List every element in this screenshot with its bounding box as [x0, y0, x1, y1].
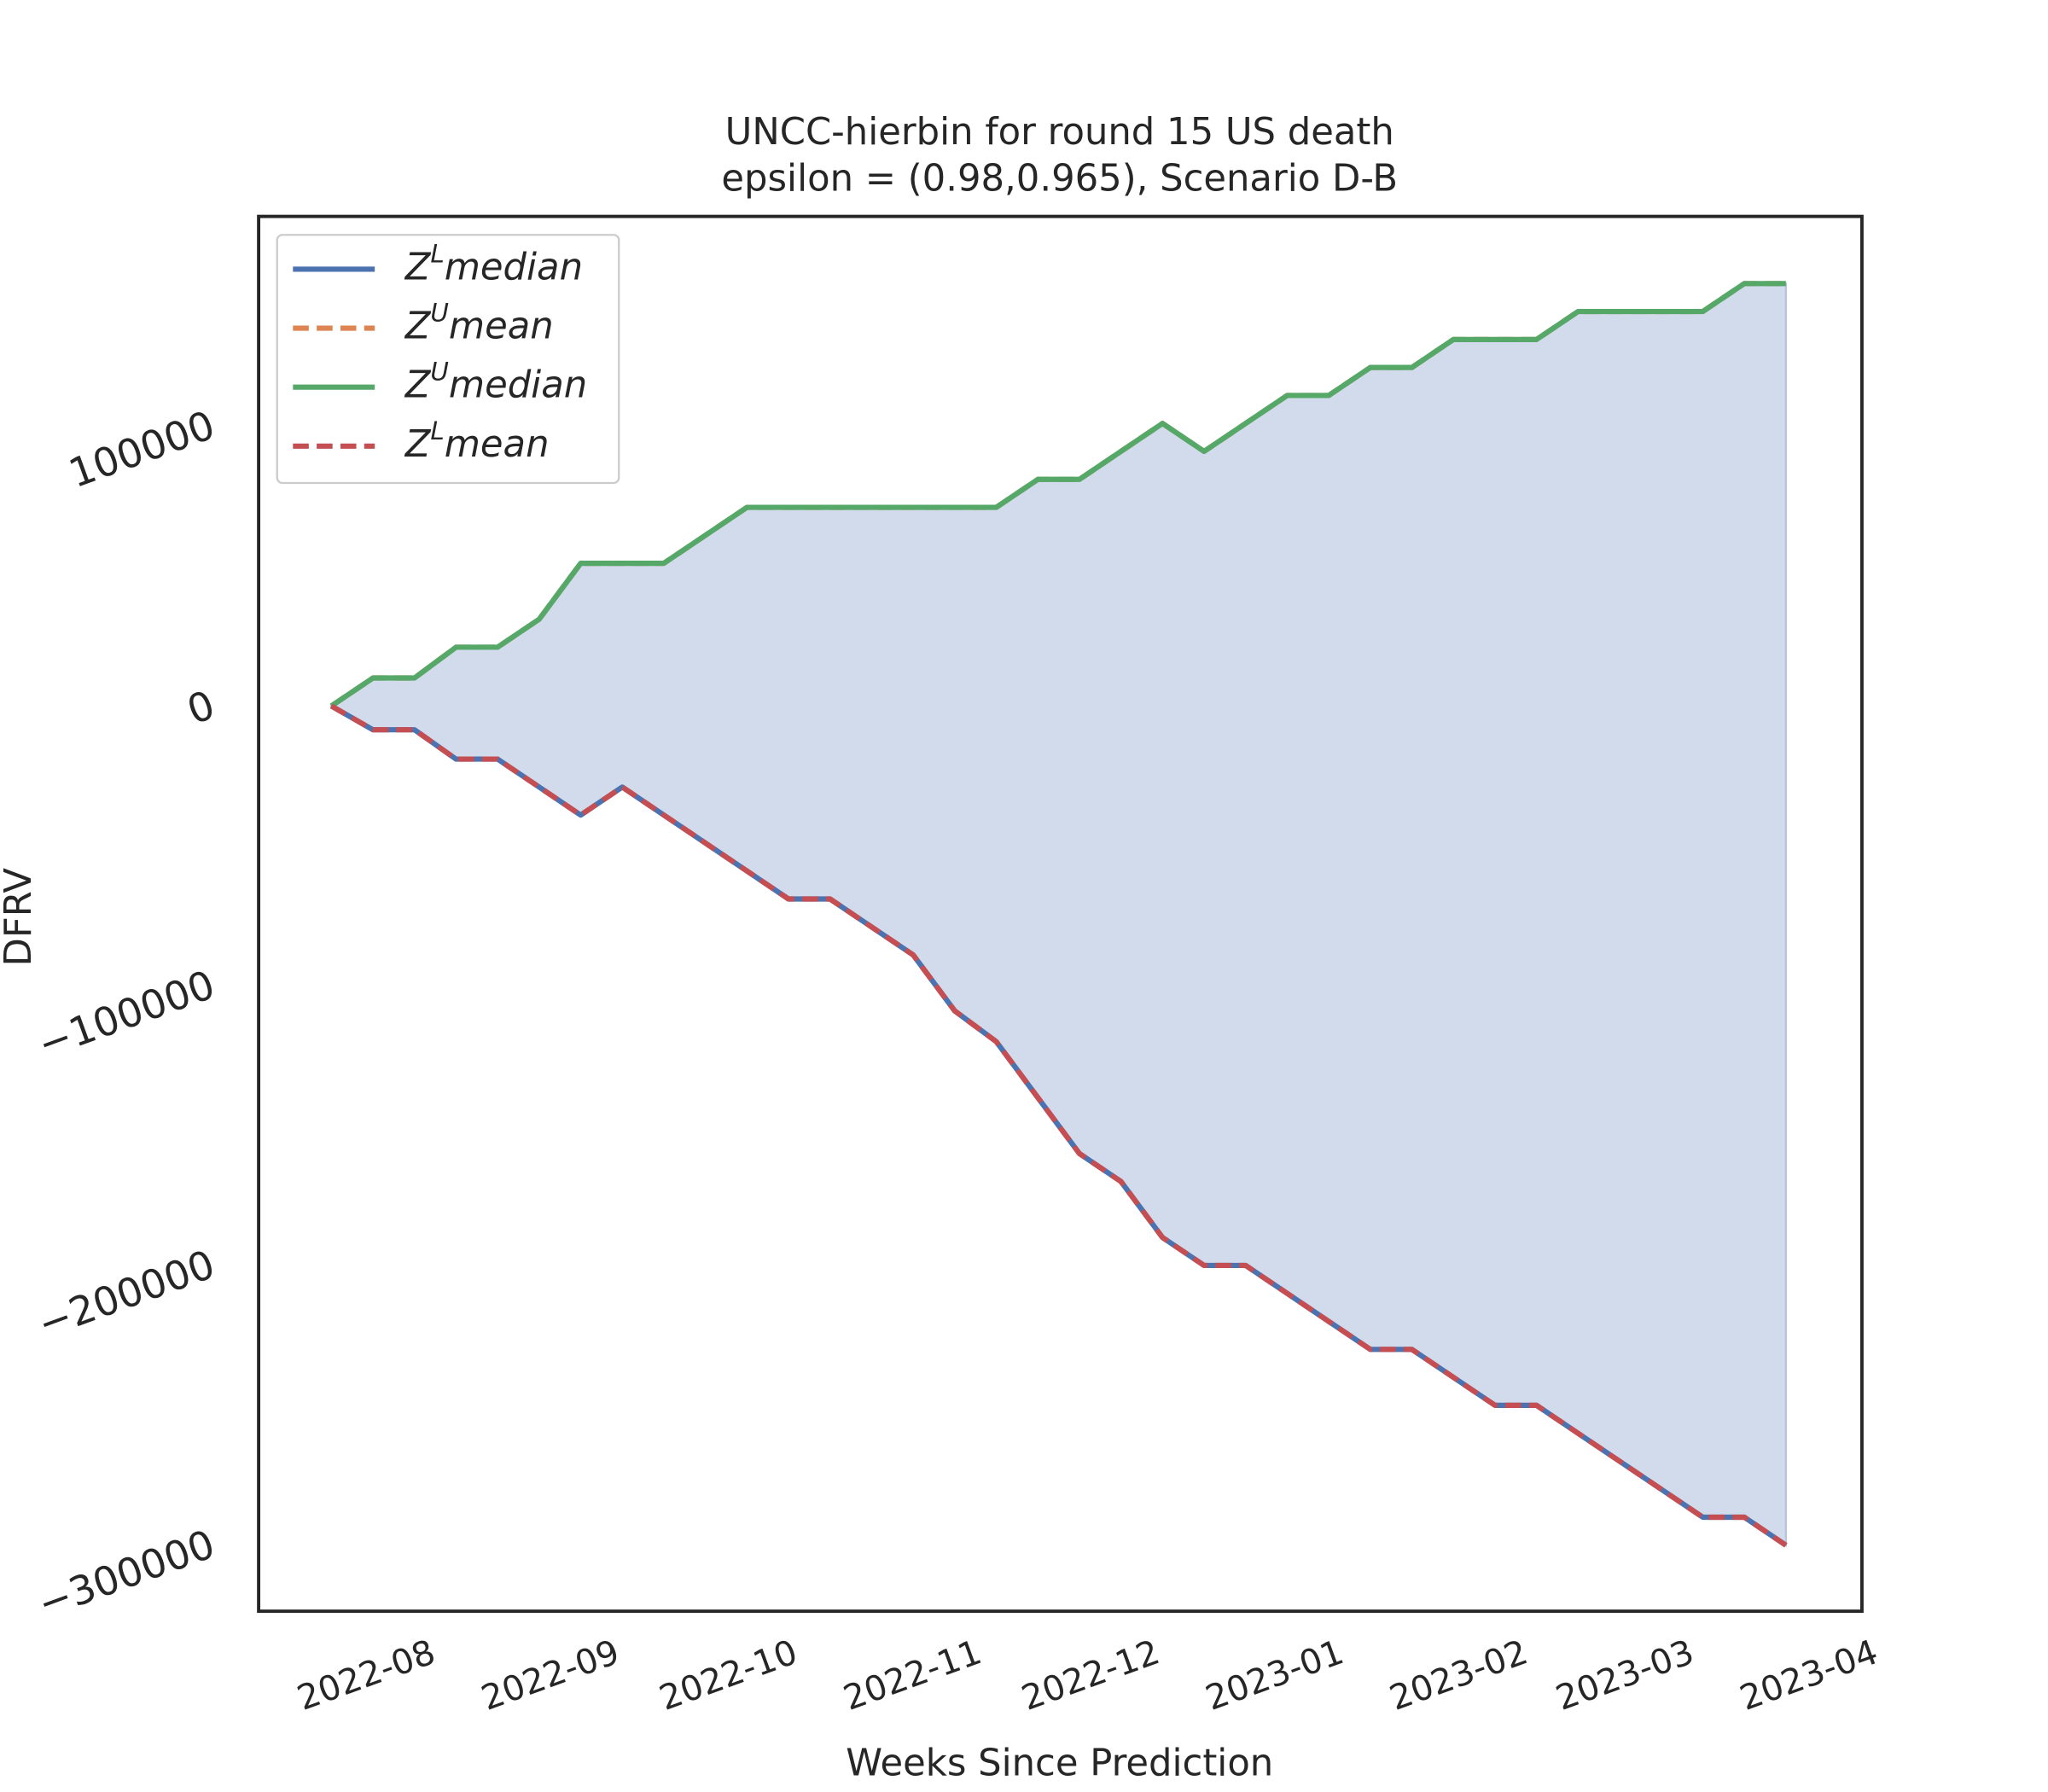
x-tick-label: 2022-10 — [655, 1632, 803, 1719]
y-tick-label: 100000 — [63, 402, 221, 497]
legend-label: ZLmean — [404, 416, 550, 465]
plot-frame — [257, 214, 1864, 1614]
legend-box — [276, 234, 620, 485]
y-axis-label: DFRV — [0, 868, 40, 967]
series-line — [329, 281, 1786, 708]
x-tick-label: 2023-03 — [1551, 1632, 1700, 1719]
x-tick-label: 2022-11 — [839, 1632, 987, 1719]
x-axis-label: Weeks Since Prediction — [846, 1743, 1273, 1785]
x-tick-label: 2023-02 — [1385, 1632, 1533, 1719]
chart-title: UNCC-hierbin for round 15 US death — [725, 111, 1394, 154]
y-tick-label: −300000 — [32, 1521, 220, 1627]
x-tick-label: 2022-12 — [1016, 1632, 1165, 1719]
y-tick-label: −200000 — [32, 1241, 220, 1347]
legend-label: ZUmean — [404, 298, 554, 347]
y-tick-label: 0 — [181, 682, 220, 734]
series-line — [329, 703, 1788, 1548]
x-tick-label: 2022-09 — [476, 1632, 625, 1719]
chart-subtitle: epsilon = (0.98,0.965), Scenario D-B — [721, 157, 1398, 200]
x-tick-label: 2023-04 — [1735, 1632, 1883, 1719]
x-tick-label: 2022-08 — [293, 1632, 441, 1719]
x-tick-label: 2023-01 — [1201, 1632, 1349, 1719]
legend-label: ZUmedian — [404, 357, 587, 406]
y-tick-label: −100000 — [32, 961, 220, 1068]
legend-label: ZLmedian — [404, 239, 583, 288]
